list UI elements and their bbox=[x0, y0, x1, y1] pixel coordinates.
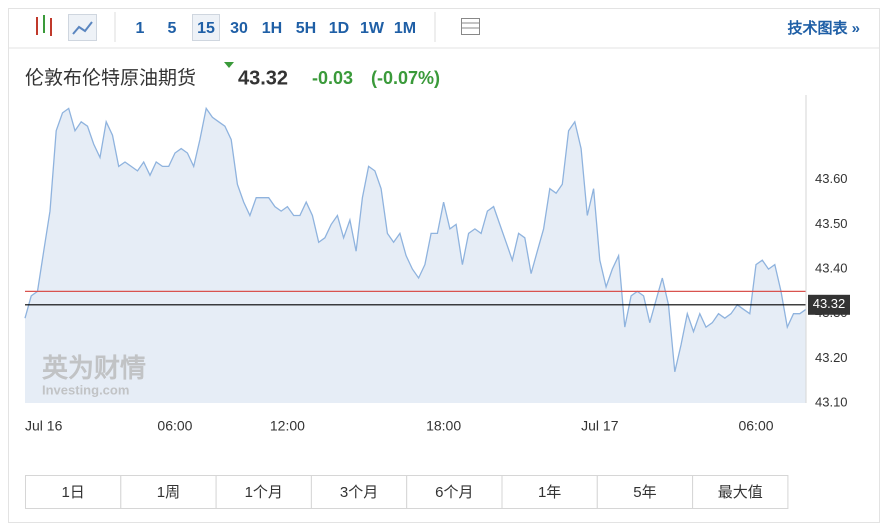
x-tick-label: 18:00 bbox=[426, 418, 461, 434]
y-tick-label: 43.50 bbox=[815, 216, 848, 231]
current-price-label: 43.32 bbox=[813, 296, 846, 311]
table-icon[interactable] bbox=[461, 18, 480, 35]
x-tick-label: Jul 16 bbox=[25, 418, 63, 434]
x-tick-label: Jul 17 bbox=[581, 418, 619, 434]
watermark-cn: 英为财情 bbox=[42, 353, 146, 383]
interval-button[interactable]: 1W bbox=[360, 20, 385, 37]
interval-button[interactable]: 30 bbox=[230, 20, 248, 37]
range-label[interactable]: 6个月 bbox=[435, 484, 473, 501]
range-label[interactable]: 1个月 bbox=[245, 484, 283, 501]
area-fill bbox=[25, 108, 806, 404]
x-tick-label: 06:00 bbox=[157, 418, 192, 434]
instrument-name: 伦敦布伦特原油期货 bbox=[25, 67, 196, 89]
line-icon bbox=[72, 21, 93, 35]
range-label[interactable]: 3个月 bbox=[340, 484, 378, 501]
watermark-en: Investing.com bbox=[42, 382, 129, 397]
x-tick-label: 06:00 bbox=[738, 418, 773, 434]
y-tick-label: 43.10 bbox=[815, 394, 848, 409]
interval-button[interactable]: 5 bbox=[168, 20, 177, 37]
range-label[interactable]: 1年 bbox=[538, 484, 561, 501]
interval-button[interactable]: 1D bbox=[329, 20, 349, 37]
range-button[interactable] bbox=[596, 475, 694, 509]
range-label[interactable]: 5年 bbox=[633, 484, 656, 501]
change-percent: (-0.07%) bbox=[371, 68, 440, 88]
interval-button[interactable]: 1 bbox=[136, 20, 145, 37]
interval-button[interactable]: 1H bbox=[262, 20, 282, 37]
price: 43.32 bbox=[238, 67, 288, 89]
current-price-box bbox=[808, 294, 850, 315]
range-button[interactable] bbox=[215, 475, 312, 509]
range-button[interactable] bbox=[310, 475, 408, 509]
price-line bbox=[24, 106, 807, 372]
range-button[interactable] bbox=[120, 475, 217, 509]
range-label[interactable]: 1周 bbox=[157, 484, 180, 501]
y-tick-label: 43.40 bbox=[815, 261, 848, 276]
down-arrow bbox=[224, 62, 234, 68]
x-tick-label: 12:00 bbox=[270, 418, 305, 434]
y-tick-label: 43.60 bbox=[815, 171, 848, 186]
technical-chart-link[interactable]: 技术图表 » bbox=[787, 19, 860, 37]
range-label[interactable]: 最大值 bbox=[718, 484, 763, 501]
interval-button[interactable]: 1M bbox=[394, 20, 416, 37]
interval-button[interactable]: 15 bbox=[197, 20, 215, 37]
candle-icon[interactable] bbox=[36, 15, 52, 36]
range-label[interactable]: 1日 bbox=[61, 484, 84, 501]
interval-button[interactable]: 5H bbox=[296, 20, 316, 37]
range-button[interactable] bbox=[692, 475, 789, 509]
change: -0.03 bbox=[312, 68, 353, 88]
line-icon-box[interactable] bbox=[68, 14, 97, 41]
y-tick-label: 43.20 bbox=[815, 350, 848, 365]
range-button[interactable] bbox=[501, 475, 598, 509]
interval-selected bbox=[192, 14, 220, 41]
